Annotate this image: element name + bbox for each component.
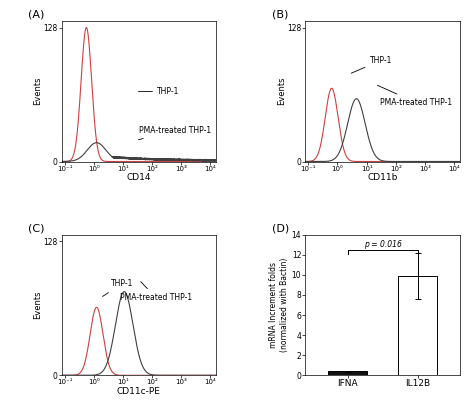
Text: PMA-treated THP-1: PMA-treated THP-1 [138,126,211,140]
Y-axis label: Events: Events [33,291,42,319]
Text: THP-1: THP-1 [102,279,133,296]
Text: (C): (C) [27,224,44,234]
Text: (B): (B) [272,10,288,20]
Text: (A): (A) [27,10,44,20]
Y-axis label: mRNA Increment folds
(normalized with Bactin): mRNA Increment folds (normalized with Ba… [270,258,289,352]
X-axis label: CD11c-PE: CD11c-PE [117,387,161,396]
Text: THP-1: THP-1 [351,56,392,73]
Y-axis label: Events: Events [33,77,42,106]
Text: (D): (D) [272,224,289,234]
X-axis label: CD11b: CD11b [367,173,398,182]
X-axis label: CD14: CD14 [127,173,151,182]
Text: PMA-treated THP-1: PMA-treated THP-1 [377,85,452,107]
Text: PMA-treated THP-1: PMA-treated THP-1 [120,281,192,302]
Text: p = 0.016: p = 0.016 [364,240,401,249]
Bar [399,276,437,375]
Text: THP-1: THP-1 [138,87,180,95]
Bar [328,371,367,375]
Y-axis label: Events: Events [277,77,286,106]
